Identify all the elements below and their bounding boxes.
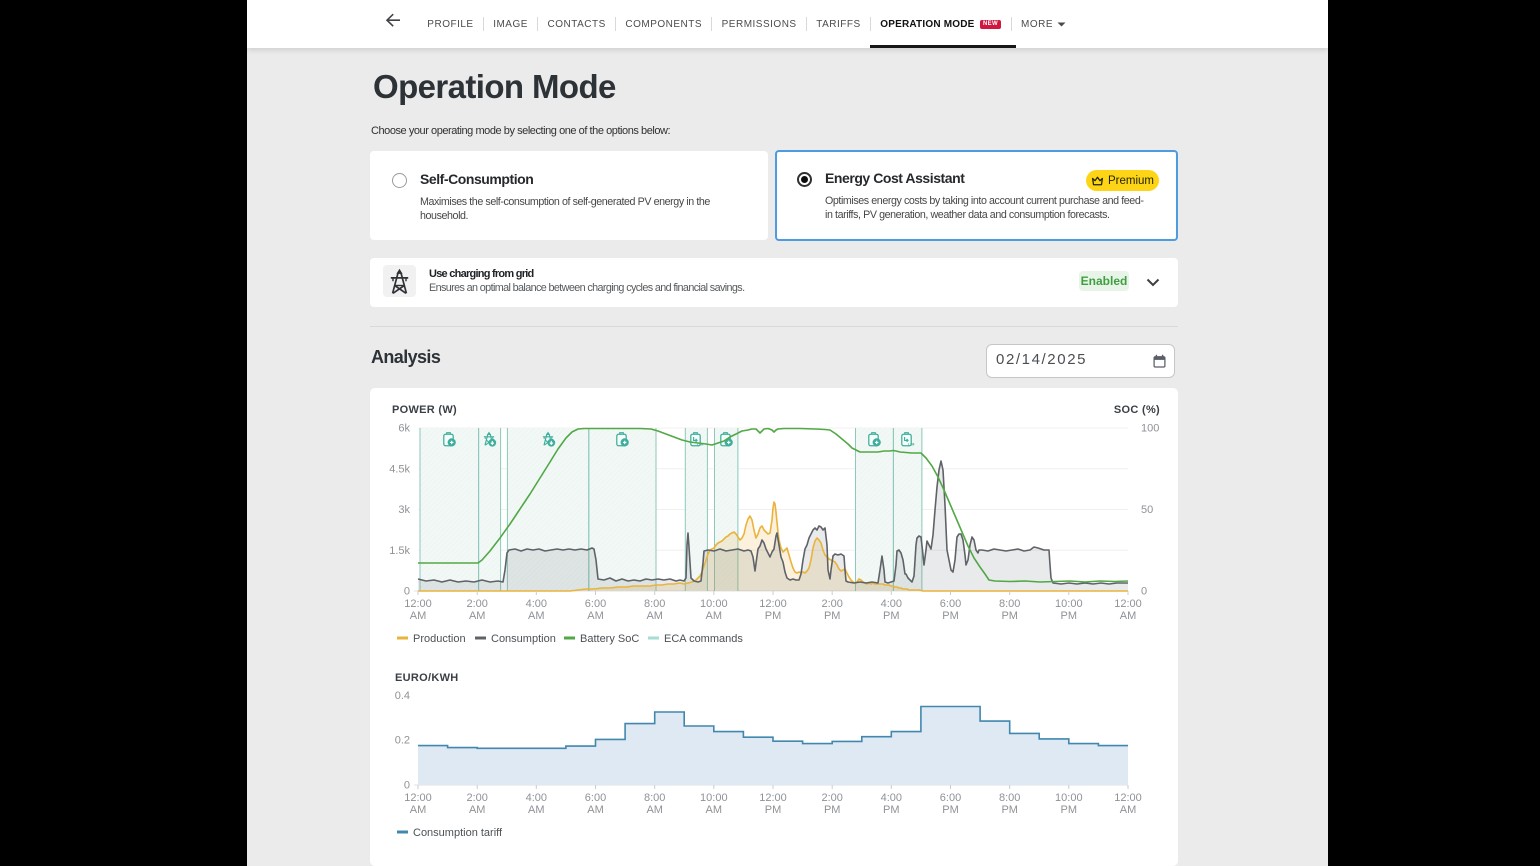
svg-text:LIM: LIM	[908, 442, 914, 446]
svg-text:3k: 3k	[398, 504, 410, 516]
svg-text:8:00: 8:00	[999, 598, 1020, 610]
svg-text:4:00: 4:00	[881, 792, 902, 804]
svg-text:AM: AM	[469, 804, 486, 816]
svg-text:PM: PM	[942, 610, 959, 622]
svg-text:0.4: 0.4	[395, 690, 410, 702]
svg-text:2:00: 2:00	[466, 792, 487, 804]
svg-text:PM: PM	[765, 804, 782, 816]
svg-text:8:00: 8:00	[644, 792, 665, 804]
svg-text:0: 0	[404, 586, 410, 598]
svg-text:AM: AM	[528, 804, 545, 816]
svg-text:AM: AM	[528, 610, 545, 622]
svg-text:PM: PM	[1001, 610, 1018, 622]
svg-text:6:00: 6:00	[940, 792, 961, 804]
svg-text:6k: 6k	[398, 423, 410, 435]
svg-text:PM: PM	[824, 610, 841, 622]
svg-text:EURO/KWH: EURO/KWH	[395, 672, 459, 684]
svg-text:12:00: 12:00	[1114, 598, 1142, 610]
svg-text:AM: AM	[587, 804, 604, 816]
svg-text:2:00: 2:00	[466, 598, 487, 610]
svg-text:4:00: 4:00	[526, 598, 547, 610]
svg-text:PM: PM	[942, 804, 959, 816]
svg-text:0: 0	[1141, 586, 1147, 598]
svg-text:PM: PM	[883, 804, 900, 816]
svg-text:PM: PM	[1001, 804, 1018, 816]
svg-text:10:00: 10:00	[700, 792, 728, 804]
svg-text:Battery SoC: Battery SoC	[580, 633, 639, 645]
svg-text:AM: AM	[706, 610, 723, 622]
svg-text:12:00: 12:00	[759, 598, 787, 610]
svg-text:AM: AM	[646, 804, 663, 816]
svg-text:SOC (%): SOC (%)	[1114, 404, 1160, 416]
svg-text:1.5k: 1.5k	[389, 545, 410, 557]
svg-text:AM: AM	[410, 610, 427, 622]
svg-text:ECA commands: ECA commands	[664, 633, 743, 645]
svg-text:AM: AM	[706, 804, 723, 816]
svg-text:12:00: 12:00	[404, 598, 432, 610]
svg-text:6:00: 6:00	[585, 792, 606, 804]
svg-text:10:00: 10:00	[1055, 792, 1083, 804]
svg-text:10:00: 10:00	[1055, 598, 1083, 610]
svg-text:2:00: 2:00	[821, 792, 842, 804]
svg-text:Consumption tariff: Consumption tariff	[413, 827, 503, 839]
svg-text:6:00: 6:00	[585, 598, 606, 610]
svg-text:8:00: 8:00	[644, 598, 665, 610]
svg-text:AM: AM	[469, 610, 486, 622]
svg-text:50: 50	[1141, 504, 1153, 516]
svg-text:PM: PM	[1061, 804, 1078, 816]
svg-text:6:00: 6:00	[940, 598, 961, 610]
svg-text:2:00: 2:00	[821, 598, 842, 610]
svg-text:12:00: 12:00	[759, 792, 787, 804]
svg-text:POWER (W): POWER (W)	[392, 404, 457, 416]
svg-text:AM: AM	[1120, 804, 1137, 816]
svg-text:AM: AM	[587, 610, 604, 622]
svg-text:PM: PM	[824, 804, 841, 816]
svg-text:0.2: 0.2	[395, 735, 410, 747]
svg-text:PM: PM	[883, 610, 900, 622]
svg-text:Consumption: Consumption	[491, 633, 556, 645]
svg-text:0: 0	[404, 780, 410, 792]
svg-text:AM: AM	[410, 804, 427, 816]
svg-text:PM: PM	[765, 610, 782, 622]
svg-text:10:00: 10:00	[700, 598, 728, 610]
svg-text:AM: AM	[1120, 610, 1137, 622]
svg-text:Production: Production	[413, 633, 466, 645]
svg-text:AM: AM	[646, 610, 663, 622]
svg-text:4.5k: 4.5k	[389, 463, 410, 475]
svg-text:12:00: 12:00	[404, 792, 432, 804]
svg-text:PM: PM	[1061, 610, 1078, 622]
svg-text:4:00: 4:00	[881, 598, 902, 610]
svg-text:4:00: 4:00	[526, 792, 547, 804]
svg-text:12:00: 12:00	[1114, 792, 1142, 804]
svg-text:LIM: LIM	[697, 442, 703, 446]
svg-text:100: 100	[1141, 423, 1159, 435]
svg-text:8:00: 8:00	[999, 792, 1020, 804]
